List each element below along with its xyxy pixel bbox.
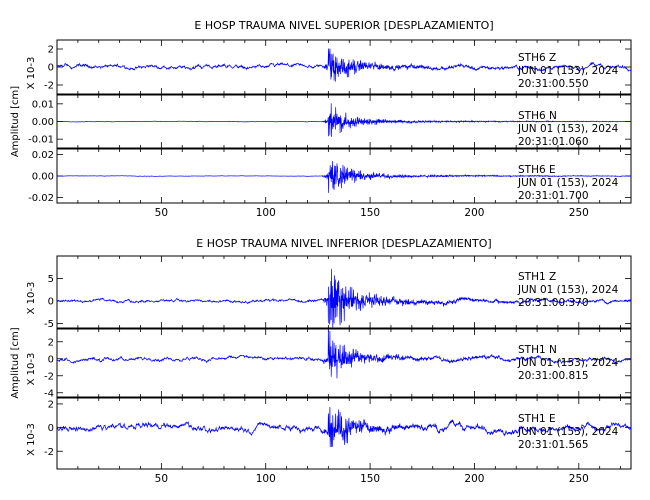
y-tick-label: 0 [48,63,54,74]
station-channel-label: STH6 Z [518,52,556,64]
date-label: JUN 01 (153), 2024 [517,357,619,369]
time-label: 20:31:01.565 [518,439,589,451]
y-tick-label: -4 [44,388,54,399]
y-tick-label: 5 [48,274,54,285]
station-channel-label: STH1 E [518,413,556,425]
y-unit-label: X 10-3 [26,353,37,386]
y-tick-label: 0.01 [32,99,54,110]
time-label: 20:31:01.060 [518,136,589,148]
x-tick-label: 200 [464,207,484,219]
x-tick-label: 250 [569,207,589,219]
x-tick-label: 100 [256,207,276,219]
seismic-trace [56,268,632,328]
time-label: 20:31:00.550 [518,78,589,90]
y-tick-label: 0.00 [32,172,54,183]
station-channel-label: STH1 N [518,344,557,356]
y-tick-label: -2 [44,371,54,382]
seismic-trace [56,329,632,379]
date-label: JUN 01 (153), 2024 [517,65,619,77]
seismic-trace [56,103,632,137]
y-tick-label: 2 [48,399,54,410]
y-unit-label: X 10-3 [26,57,37,90]
station-channel-label: STH6 N [518,110,557,122]
time-label: 20:31:00.370 [518,297,589,309]
x-tick-label: 100 [256,473,276,485]
x-tick-label: 150 [360,207,380,219]
station-channel-label: STH6 E [518,164,556,176]
panel-frame [56,397,632,470]
x-tick-label: 50 [155,473,168,485]
y-tick-label: -0.02 [28,193,54,204]
seismic-trace [56,48,632,82]
y-tick-label: 2 [48,337,54,348]
chart-title: E HOSP TRAUMA NIVEL SUPERIOR [DESPLAZAMI… [194,19,493,32]
station-channel-label: STH1 Z [518,271,556,283]
date-label: JUN 01 (153), 2024 [517,123,619,135]
time-label: 20:31:01.700 [518,190,589,202]
y-tick-label: -2 [44,447,54,458]
seismic-trace [56,161,632,193]
y-tick-label: -0.01 [28,135,54,146]
x-tick-label: 250 [569,473,589,485]
y-tick-label: -5 [44,319,54,330]
y-axis-label: Amplitud [cm] [10,86,21,157]
time-label: 20:31:00.815 [518,370,589,382]
x-tick-label: 200 [464,473,484,485]
y-tick-label: 0 [48,297,54,308]
figure-1: E HOSP TRAUMA NIVEL SUPERIOR [DESPLAZAMI… [10,19,632,219]
chart-title: E HOSP TRAUMA NIVEL INFERIOR [DESPLAZAMI… [196,237,491,250]
y-unit-label: X 10-3 [26,282,37,315]
y-tick-label: 0.00 [32,117,54,128]
y-unit-label: X 10-3 [26,423,37,456]
y-tick-label: 0.02 [32,150,54,161]
y-axis-label: Amplitud [cm] [10,327,21,398]
y-tick-label: -2 [44,81,54,92]
seismic-trace [56,406,632,448]
date-label: JUN 01 (153), 2024 [517,426,619,438]
date-label: JUN 01 (153), 2024 [517,284,619,296]
panel-frame [56,255,632,329]
y-tick-label: 0 [48,354,54,365]
y-tick-label: 0 [48,423,54,434]
y-tick-label: 2 [48,45,54,56]
date-label: JUN 01 (153), 2024 [517,177,619,189]
x-tick-label: 50 [155,207,168,219]
x-tick-label: 150 [360,473,380,485]
panel-frame [56,328,632,398]
figure-2: E HOSP TRAUMA NIVEL INFERIOR [DESPLAZAMI… [10,237,632,485]
